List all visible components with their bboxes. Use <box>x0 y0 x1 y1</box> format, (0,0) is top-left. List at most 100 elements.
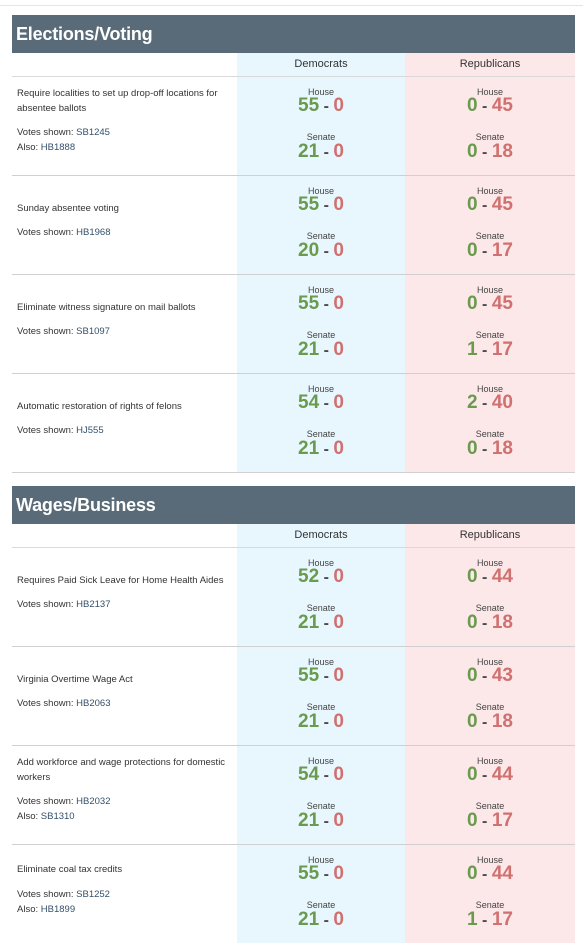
house-label: House <box>307 855 334 865</box>
house-score: 0 - 44 <box>467 863 513 884</box>
issue-title: Require localities to set up drop-off lo… <box>17 88 218 114</box>
house-label: House <box>307 558 334 568</box>
no-count: 18 <box>491 612 513 633</box>
house-score: 0 - 45 <box>467 293 513 314</box>
no-count: 44 <box>491 764 513 785</box>
issue-title: Virginia Overtime Wage Act <box>17 674 133 685</box>
bill-link[interactable]: SB1097 <box>76 326 110 337</box>
no-count: 44 <box>491 566 513 587</box>
senate-label: Senate <box>306 429 336 439</box>
no-count: 0 <box>333 141 344 162</box>
also-bill-link[interactable]: HB1899 <box>40 904 76 915</box>
votes-shown: Votes shown: HB2032 <box>17 794 111 809</box>
democrats-column-header: Democrats <box>237 524 405 547</box>
issue-row: Eliminate coal tax credits Votes shown: … <box>12 845 575 943</box>
yes-count: 0 <box>467 764 478 785</box>
senate-label: Senate <box>475 900 505 910</box>
section-wages-business: Wages/Business Democrats Republicans Req… <box>12 486 575 943</box>
votes-shown-label: Votes shown: <box>17 796 74 807</box>
votes-shown: Votes shown: HB1968 <box>17 225 111 240</box>
senate-score: 0 - 18 <box>467 141 513 162</box>
yes-count: 1 <box>467 909 478 930</box>
senate-score: 1 - 17 <box>467 909 513 930</box>
no-count: 17 <box>491 240 513 261</box>
senate-score: 21 - 0 <box>298 711 344 732</box>
also-label: Also: <box>17 904 39 915</box>
no-count: 0 <box>333 612 344 633</box>
issue-row: Eliminate witness signature on mail ball… <box>12 275 575 374</box>
senate-score: 0 - 18 <box>467 612 513 633</box>
section-title: Elections/Voting <box>12 15 575 53</box>
yes-count: 52 <box>298 566 320 587</box>
no-count: 17 <box>491 909 513 930</box>
votes-shown-label: Votes shown: <box>17 326 74 337</box>
bill-link[interactable]: HB1968 <box>76 227 111 238</box>
bill-link[interactable]: SB1252 <box>76 889 110 900</box>
no-count: 0 <box>333 665 344 686</box>
senate-label: Senate <box>306 132 336 142</box>
issue-title: Requires Paid Sick Leave for Home Health… <box>17 575 224 586</box>
house-label: House <box>476 186 503 196</box>
house-score: 55 - 0 <box>298 95 344 116</box>
no-count: 17 <box>491 810 513 831</box>
votes-shown-label: Votes shown: <box>17 425 74 436</box>
no-count: 0 <box>333 810 344 831</box>
yes-count: 21 <box>298 810 320 831</box>
yes-count: 55 <box>298 95 320 116</box>
yes-count: 0 <box>467 665 478 686</box>
also-bill-link[interactable]: SB1310 <box>40 811 75 822</box>
issue-title: Sunday absentee voting <box>17 203 119 214</box>
bill-link[interactable]: HB2032 <box>76 796 111 807</box>
votes-shown-label: Votes shown: <box>17 889 74 900</box>
senate-score: 21 - 0 <box>298 438 344 459</box>
also-bills: Also: HB1888 <box>17 140 75 155</box>
republicans-vote-cell: House 2 - 40 Senate 0 - 18 <box>405 374 575 472</box>
no-count: 0 <box>333 194 344 215</box>
senate-score: 0 - 17 <box>467 810 513 831</box>
votes-shown-label: Votes shown: <box>17 599 74 610</box>
bill-link[interactable]: SB1245 <box>76 127 110 138</box>
bill-link[interactable]: HB2063 <box>76 698 111 709</box>
no-count: 0 <box>333 711 344 732</box>
house-label: House <box>307 285 334 295</box>
no-count: 0 <box>333 293 344 314</box>
bill-link[interactable]: HJ555 <box>76 425 104 436</box>
issue-cell: Automatic restoration of rights of felon… <box>17 374 235 472</box>
bill-link[interactable]: HB2137 <box>76 599 111 610</box>
issue-row: Virginia Overtime Wage Act Votes shown: … <box>12 647 575 746</box>
yes-count: 54 <box>298 764 320 785</box>
issue-row: Require localities to set up drop-off lo… <box>12 77 575 176</box>
votes-shown: Votes shown: SB1252 <box>17 887 110 902</box>
also-bills: Also: HB1899 <box>17 902 75 917</box>
house-label: House <box>476 657 503 667</box>
votes-shown-label: Votes shown: <box>17 127 74 138</box>
no-count: 0 <box>333 764 344 785</box>
yes-count: 0 <box>467 711 478 732</box>
house-score: 0 - 44 <box>467 566 513 587</box>
house-label: House <box>307 186 334 196</box>
no-count: 44 <box>491 863 513 884</box>
no-count: 0 <box>333 95 344 116</box>
senate-label: Senate <box>475 801 505 811</box>
senate-score: 21 - 0 <box>298 810 344 831</box>
section-elections-voting: Elections/Voting Democrats Republicans R… <box>12 15 575 473</box>
yes-count: 21 <box>298 909 320 930</box>
issue-title: Eliminate coal tax credits <box>17 864 123 875</box>
yes-count: 0 <box>467 566 478 587</box>
issue-title: Eliminate witness signature on mail ball… <box>17 302 196 313</box>
also-bills: Also: SB1310 <box>17 809 75 824</box>
also-bill-link[interactable]: HB1888 <box>40 142 76 153</box>
republicans-vote-cell: House 0 - 44 Senate 0 - 18 <box>405 548 575 646</box>
yes-count: 0 <box>467 612 478 633</box>
yes-count: 21 <box>298 141 320 162</box>
votes-shown: Votes shown: HJ555 <box>17 423 104 438</box>
house-score: 52 - 0 <box>298 566 344 587</box>
no-count: 0 <box>333 339 344 360</box>
senate-score: 21 - 0 <box>298 339 344 360</box>
republicans-vote-cell: House 0 - 45 Senate 0 - 17 <box>405 176 575 274</box>
senate-label: Senate <box>475 429 505 439</box>
issue-row: Requires Paid Sick Leave for Home Health… <box>12 548 575 647</box>
votes-shown: Votes shown: HB2063 <box>17 696 111 711</box>
no-count: 0 <box>333 566 344 587</box>
no-count: 17 <box>491 339 513 360</box>
